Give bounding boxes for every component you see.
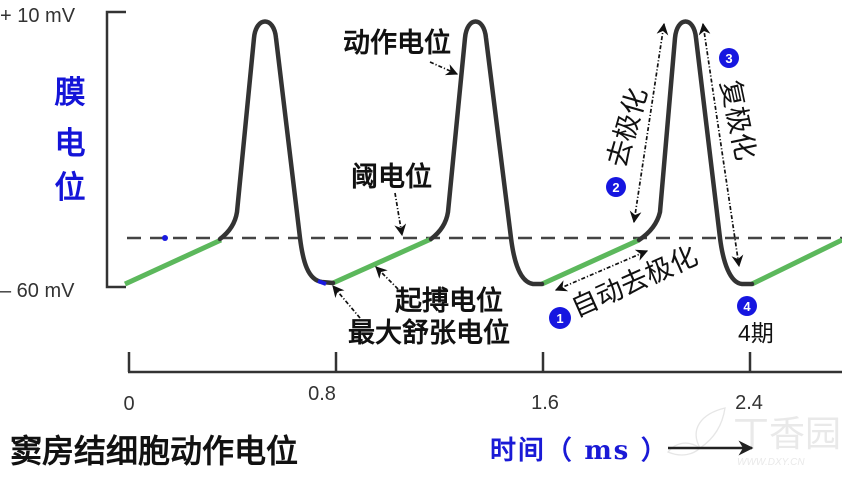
badge-circle-icon	[606, 177, 626, 197]
badge-circle-icon	[719, 48, 739, 68]
badge-number: 2	[612, 180, 619, 195]
arrow-max-diastolic-potential	[332, 285, 361, 319]
badge-number: 4	[743, 299, 751, 314]
y-tick-top: + 10 mV	[0, 5, 76, 27]
label-max-diastolic-potential: 最大舒张电位	[348, 317, 510, 348]
pacemaker-segment-1	[123, 237, 223, 287]
pacemaker-segment-4	[750, 237, 842, 287]
label-phase4: 4期	[738, 320, 774, 346]
y-tick-bottom: – 60 mV	[0, 280, 75, 302]
phase-badge-3: 3	[719, 48, 739, 68]
y-axis	[105, 10, 126, 289]
x-tick-label-2.4: 2.4	[735, 392, 763, 414]
arrow-phase3-span	[698, 22, 744, 268]
x-tick-label-1.6: 1.6	[531, 392, 559, 414]
arrow-action-potential	[429, 61, 459, 76]
arrow-threshold-potential	[394, 192, 407, 237]
x-axis-label: 时间（ ms ）	[490, 436, 667, 466]
badge-number: 1	[556, 311, 563, 326]
watermark: 丁香园 WWW.DXY.CN	[666, 407, 841, 468]
label-phase2-depolarization: 去极化	[602, 84, 654, 170]
watermark-url-text: WWW.DXY.CN	[737, 457, 805, 468]
phase-badge-4: 4	[737, 296, 757, 316]
label-action-potential: 动作电位	[343, 27, 451, 58]
action-potential-3	[636, 19, 755, 287]
y-label-char-1: 膜	[55, 75, 86, 111]
arrow-phase2-span	[629, 22, 669, 224]
watermark-leaf-icon	[666, 407, 726, 456]
y-label-char-3: 位	[55, 170, 86, 206]
blue-marker-minimum	[317, 279, 327, 286]
label-threshold-potential: 阈电位	[351, 161, 432, 192]
badge-number: 3	[725, 51, 732, 66]
pacemaker-segment-2	[331, 236, 433, 286]
y-axis-label: 膜 电 位	[55, 75, 86, 206]
action-potential-2	[428, 19, 545, 287]
blue-marker-dot	[162, 235, 168, 241]
arrow-phase1-span	[554, 249, 649, 292]
arrow-pacemaker-potential	[375, 266, 399, 290]
label-phase3-repolarization: 复极化	[714, 77, 761, 163]
y-label-char-2: 电	[55, 126, 86, 162]
action-potential-1	[217, 19, 336, 286]
label-phase1-auto-depolarization: 自动去极化	[567, 241, 703, 324]
phase-badge-2: 2	[606, 177, 626, 197]
figure-title: 窦房结细胞动作电位	[10, 433, 298, 469]
x-tick-label-0: 0	[123, 393, 134, 415]
label-pacemaker-potential: 起搏电位	[395, 285, 503, 316]
x-axis: 0 0.8 1.6 2.4	[123, 352, 842, 415]
action-potential-waveforms	[162, 19, 755, 287]
phase-badge-1: 1	[549, 307, 571, 329]
badge-circle-icon	[549, 307, 571, 329]
x-tick-label-0.8: 0.8	[308, 383, 336, 405]
badge-circle-icon	[737, 296, 757, 316]
